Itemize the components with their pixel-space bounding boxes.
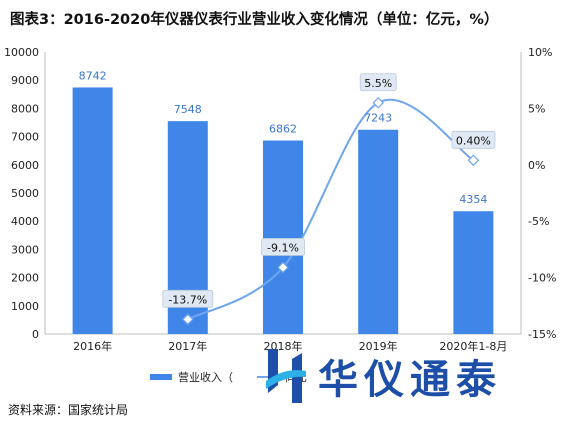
y-left-tick-label: 3000	[11, 243, 39, 256]
line-point	[182, 313, 194, 326]
bar-value-label: 8742	[79, 69, 107, 82]
line-point	[372, 96, 384, 109]
y-left-tick-label: 6000	[11, 159, 39, 172]
line-label-box	[359, 73, 397, 92]
y-left-tick-label: 4000	[11, 215, 39, 228]
line-value-label: -9.1%	[267, 241, 299, 254]
bar	[358, 129, 399, 334]
y-left-tick-label: 9000	[11, 74, 39, 87]
line-label-box	[162, 289, 214, 308]
y-left-tick-label: 10000	[4, 46, 39, 59]
x-tick-label: 2019年	[359, 339, 398, 353]
bar-value-label: 4354	[459, 193, 487, 206]
x-tick-label: 2017年	[168, 339, 207, 353]
y-left-tick-label: 7000	[11, 131, 39, 144]
data-labels: 8742 7548 6862 7243 4354 -13.7% -9.1% 5.5% 0.40%	[79, 69, 496, 308]
y-left-tick-label: 5000	[11, 187, 39, 200]
y-left-tick-label: 2000	[11, 272, 39, 285]
line-label-box	[451, 130, 496, 149]
y-right-tick-label: -10%	[528, 272, 556, 285]
watermark: 华仪通泰	[262, 345, 502, 407]
bar-value-label: 7243	[364, 112, 392, 125]
y-right-tick-label: 0%	[528, 159, 545, 172]
y-left-tick-label: 1000	[11, 300, 39, 313]
line-value-label: 5.5%	[364, 77, 392, 90]
bar-value-label: 7548	[174, 103, 202, 116]
line-value-label: 0.40%	[456, 134, 491, 147]
growth-line	[187, 98, 474, 321]
axes: 0 1000 2000 3000 4000 5000 6000 7000 8000 9000 100…	[4, 46, 556, 353]
y-left-tick-label: 8000	[11, 102, 39, 115]
bar-value-label: 6862	[269, 122, 297, 135]
line-series	[182, 96, 480, 326]
chart-title: 图表3：2016-2020年仪器仪表行业营业收入变化情况（单位：亿元，%）	[10, 12, 499, 28]
line-point	[467, 154, 480, 167]
source-note: 资料来源：国家统计局	[8, 403, 129, 417]
bar	[263, 140, 303, 334]
bar	[453, 211, 494, 334]
y-right-tick-label: 10%	[528, 46, 552, 59]
y-left-tick-label: 0	[32, 328, 39, 341]
y-right-tick-label: 5%	[528, 102, 545, 115]
y-right-tick-label: -15%	[528, 328, 556, 341]
legend-bar-swatch	[150, 374, 172, 380]
line-label-box	[261, 238, 305, 256]
x-tick-label: 2020年1-8月	[439, 339, 507, 353]
watermark-text: 华仪通泰	[318, 356, 502, 403]
line-value-label: -13.7%	[168, 293, 207, 306]
line-point	[277, 261, 289, 274]
watermark-logo-icon	[266, 349, 306, 403]
legend-bar-label: 营业收入（	[178, 371, 233, 384]
y-right-tick-label: -5%	[528, 215, 549, 228]
x-tick-label: 2016年	[73, 339, 112, 353]
bar	[72, 87, 113, 334]
